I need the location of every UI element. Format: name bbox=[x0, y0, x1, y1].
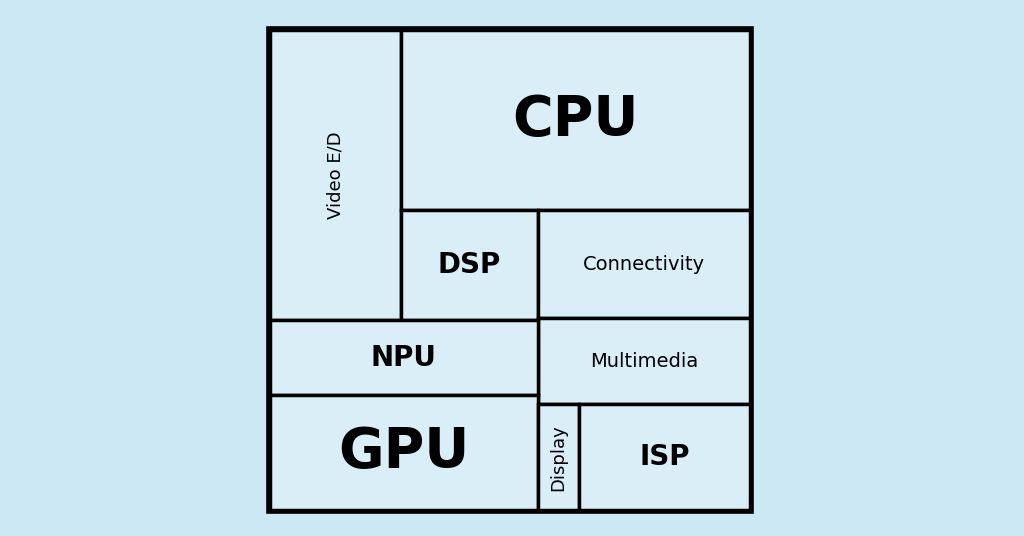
Bar bbox=[579, 404, 750, 510]
Text: DSP: DSP bbox=[437, 251, 501, 279]
Text: Connectivity: Connectivity bbox=[583, 255, 705, 273]
Bar bbox=[538, 210, 750, 318]
Text: ISP: ISP bbox=[639, 443, 689, 471]
Text: CPU: CPU bbox=[512, 93, 639, 147]
Bar bbox=[270, 321, 538, 395]
Bar bbox=[400, 30, 750, 210]
Text: Video E/D: Video E/D bbox=[327, 131, 344, 219]
Text: GPU: GPU bbox=[338, 426, 470, 479]
Bar bbox=[538, 318, 750, 404]
Bar bbox=[270, 30, 750, 510]
Bar bbox=[400, 210, 538, 321]
Text: Display: Display bbox=[549, 424, 567, 490]
Bar bbox=[538, 404, 579, 510]
Text: NPU: NPU bbox=[371, 344, 437, 371]
Bar bbox=[270, 395, 538, 510]
Text: Multimedia: Multimedia bbox=[590, 352, 698, 371]
Bar bbox=[270, 30, 400, 321]
